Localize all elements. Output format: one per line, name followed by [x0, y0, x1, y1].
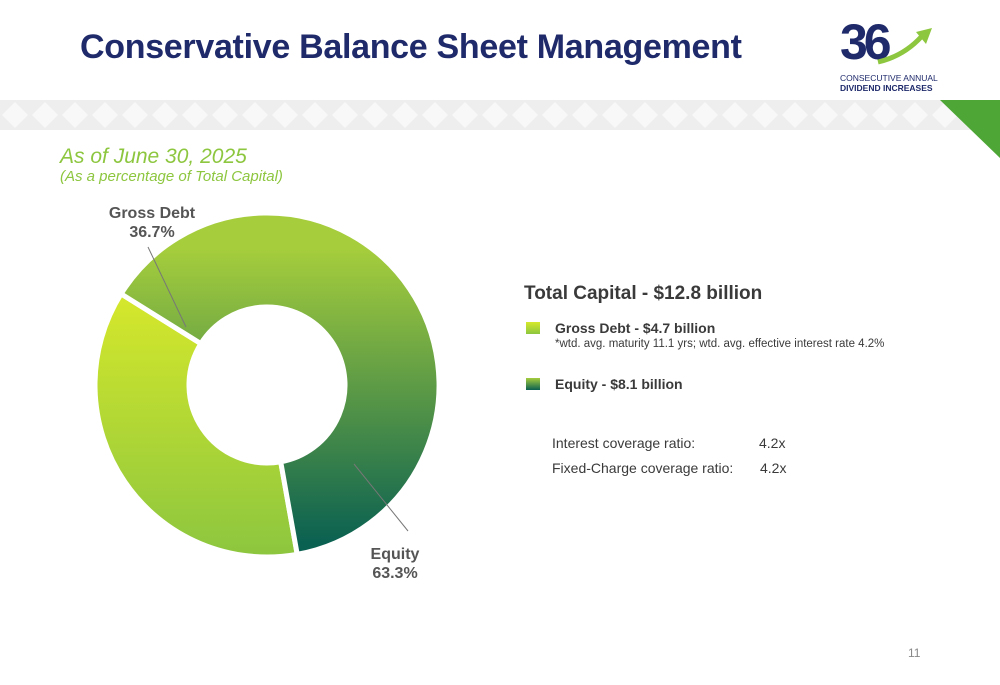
header-pattern-band — [0, 100, 1000, 130]
legend-swatch-equity — [526, 378, 540, 390]
chart-basis-note: (As a percentage of Total Capital) — [60, 168, 283, 185]
logo-text-line1: CONSECUTIVE ANNUAL — [840, 73, 938, 83]
label-gross-debt-name: Gross Debt — [108, 205, 196, 222]
label-gross-debt: Gross Debt 36.7% — [92, 204, 212, 242]
logo-text-line2: DIVIDEND INCREASES — [840, 83, 933, 93]
capital-donut-chart — [92, 210, 442, 560]
label-equity: Equity 63.3% — [340, 545, 450, 583]
ratio-value-fixed-charge: 4.2x — [760, 460, 787, 476]
ratio-value-interest-coverage: 4.2x — [759, 435, 786, 451]
chart-date: As of June 30, 2025 — [60, 145, 247, 168]
logo-arrow-icon — [877, 28, 932, 65]
slice-gross-debt — [92, 290, 301, 560]
legend-swatch-gross-debt — [526, 322, 540, 334]
label-gross-debt-value: 36.7% — [129, 224, 175, 241]
legend-label-equity: Equity - $8.1 billion — [555, 376, 683, 392]
leader-line-gross-debt — [147, 246, 187, 328]
legend-label-gross-debt: Gross Debt - $4.7 billion — [555, 320, 716, 336]
page-title: Conservative Balance Sheet Management — [80, 28, 742, 66]
label-equity-name: Equity — [370, 546, 420, 563]
corner-accent-icon — [940, 100, 1000, 158]
total-capital-heading: Total Capital - $12.8 billion — [524, 283, 763, 304]
legend-note-gross-debt: *wtd. avg. maturity 11.1 yrs; wtd. avg. … — [555, 338, 885, 350]
ratio-label-fixed-charge: Fixed-Charge coverage ratio: — [552, 460, 734, 476]
dividend-logo: 36 CONSECUTIVE ANNUAL DIVIDEND INCREASES — [836, 12, 938, 93]
page-number: 11 — [908, 646, 921, 660]
leader-line-equity — [353, 463, 409, 532]
ratio-label-interest-coverage: Interest coverage ratio: — [552, 435, 696, 451]
slice-equity — [117, 210, 442, 558]
label-equity-value: 63.3% — [372, 565, 418, 582]
